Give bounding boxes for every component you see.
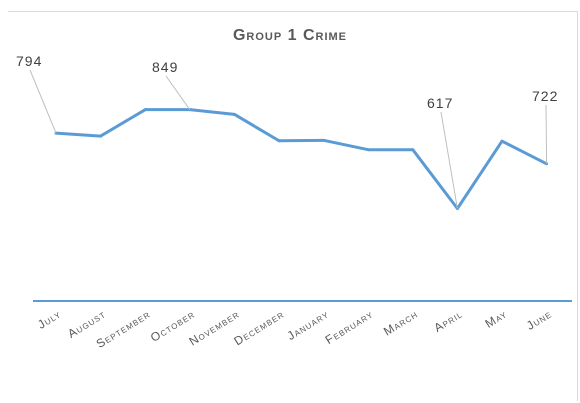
data-label: 849 (152, 59, 178, 75)
data-point (322, 138, 326, 142)
x-tick-label: November (186, 307, 241, 349)
x-tick-label: December (231, 307, 286, 349)
x-tick-label: July (35, 307, 64, 332)
data-label: 722 (532, 88, 558, 104)
x-tick-label: March (381, 307, 420, 339)
chart-border-top (8, 11, 578, 12)
x-tick-label: April (431, 307, 465, 335)
data-point (411, 148, 415, 152)
x-tick-label: June (524, 307, 554, 333)
chart-border-right (577, 11, 578, 401)
x-tick-label: February (323, 307, 376, 347)
data-label-leader (545, 104, 548, 164)
data-label-leader (29, 69, 57, 134)
x-tick-label: May (483, 307, 510, 331)
chart-title: Group 1 Crime (232, 27, 348, 44)
data-label: 794 (16, 53, 42, 69)
data-point (366, 148, 370, 152)
data-label-leader (165, 75, 191, 110)
data-label-leader (440, 111, 458, 209)
data-label: 617 (427, 95, 453, 111)
data-point (99, 134, 103, 138)
data-point (277, 139, 281, 143)
data-point (232, 112, 236, 116)
series-line (55, 108, 548, 211)
data-point (500, 139, 504, 143)
data-point (143, 108, 147, 112)
